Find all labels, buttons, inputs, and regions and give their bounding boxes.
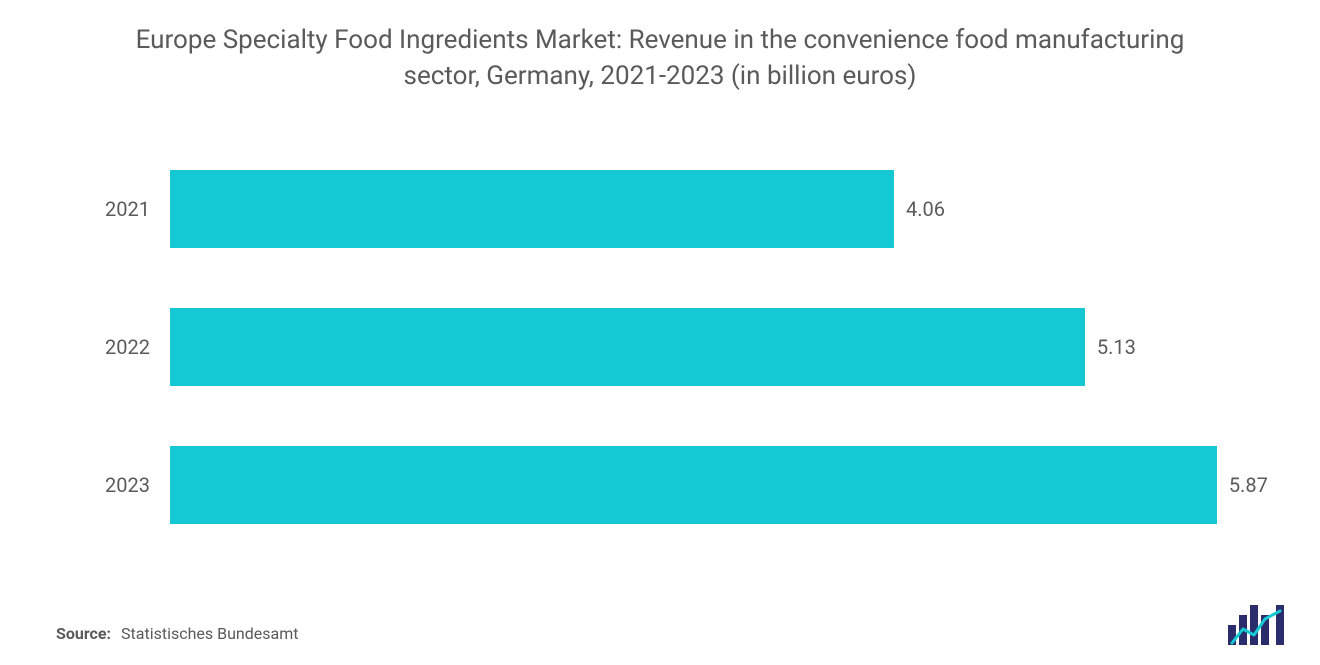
brand-logo bbox=[1228, 605, 1290, 645]
source-line: Source: Statistisches Bundesamt bbox=[56, 624, 298, 643]
value-label: 4.06 bbox=[894, 197, 945, 221]
category-label: 2023 bbox=[80, 473, 170, 497]
source-label: Source: bbox=[56, 624, 111, 643]
chart-title: Europe Specialty Food Ingredients Market… bbox=[120, 22, 1200, 95]
bar-row: 20225.13 bbox=[80, 308, 1240, 386]
category-label: 2021 bbox=[80, 197, 170, 221]
value-label: 5.13 bbox=[1085, 335, 1136, 359]
bar: 4.06 bbox=[170, 170, 894, 248]
value-label: 5.87 bbox=[1217, 473, 1268, 497]
mi-logo-icon bbox=[1228, 605, 1290, 645]
bar-track: 4.06 bbox=[170, 170, 1240, 248]
bar-row: 20214.06 bbox=[80, 170, 1240, 248]
bar-track: 5.13 bbox=[170, 308, 1240, 386]
chart-area: 20214.0620225.1320235.87 bbox=[80, 140, 1240, 560]
bar: 5.13 bbox=[170, 308, 1085, 386]
bar-track: 5.87 bbox=[170, 446, 1240, 524]
bar-row: 20235.87 bbox=[80, 446, 1240, 524]
category-label: 2022 bbox=[80, 335, 170, 359]
source-text: Statistisches Bundesamt bbox=[121, 624, 298, 643]
chart-title-wrap: Europe Specialty Food Ingredients Market… bbox=[0, 0, 1320, 95]
bar: 5.87 bbox=[170, 446, 1217, 524]
